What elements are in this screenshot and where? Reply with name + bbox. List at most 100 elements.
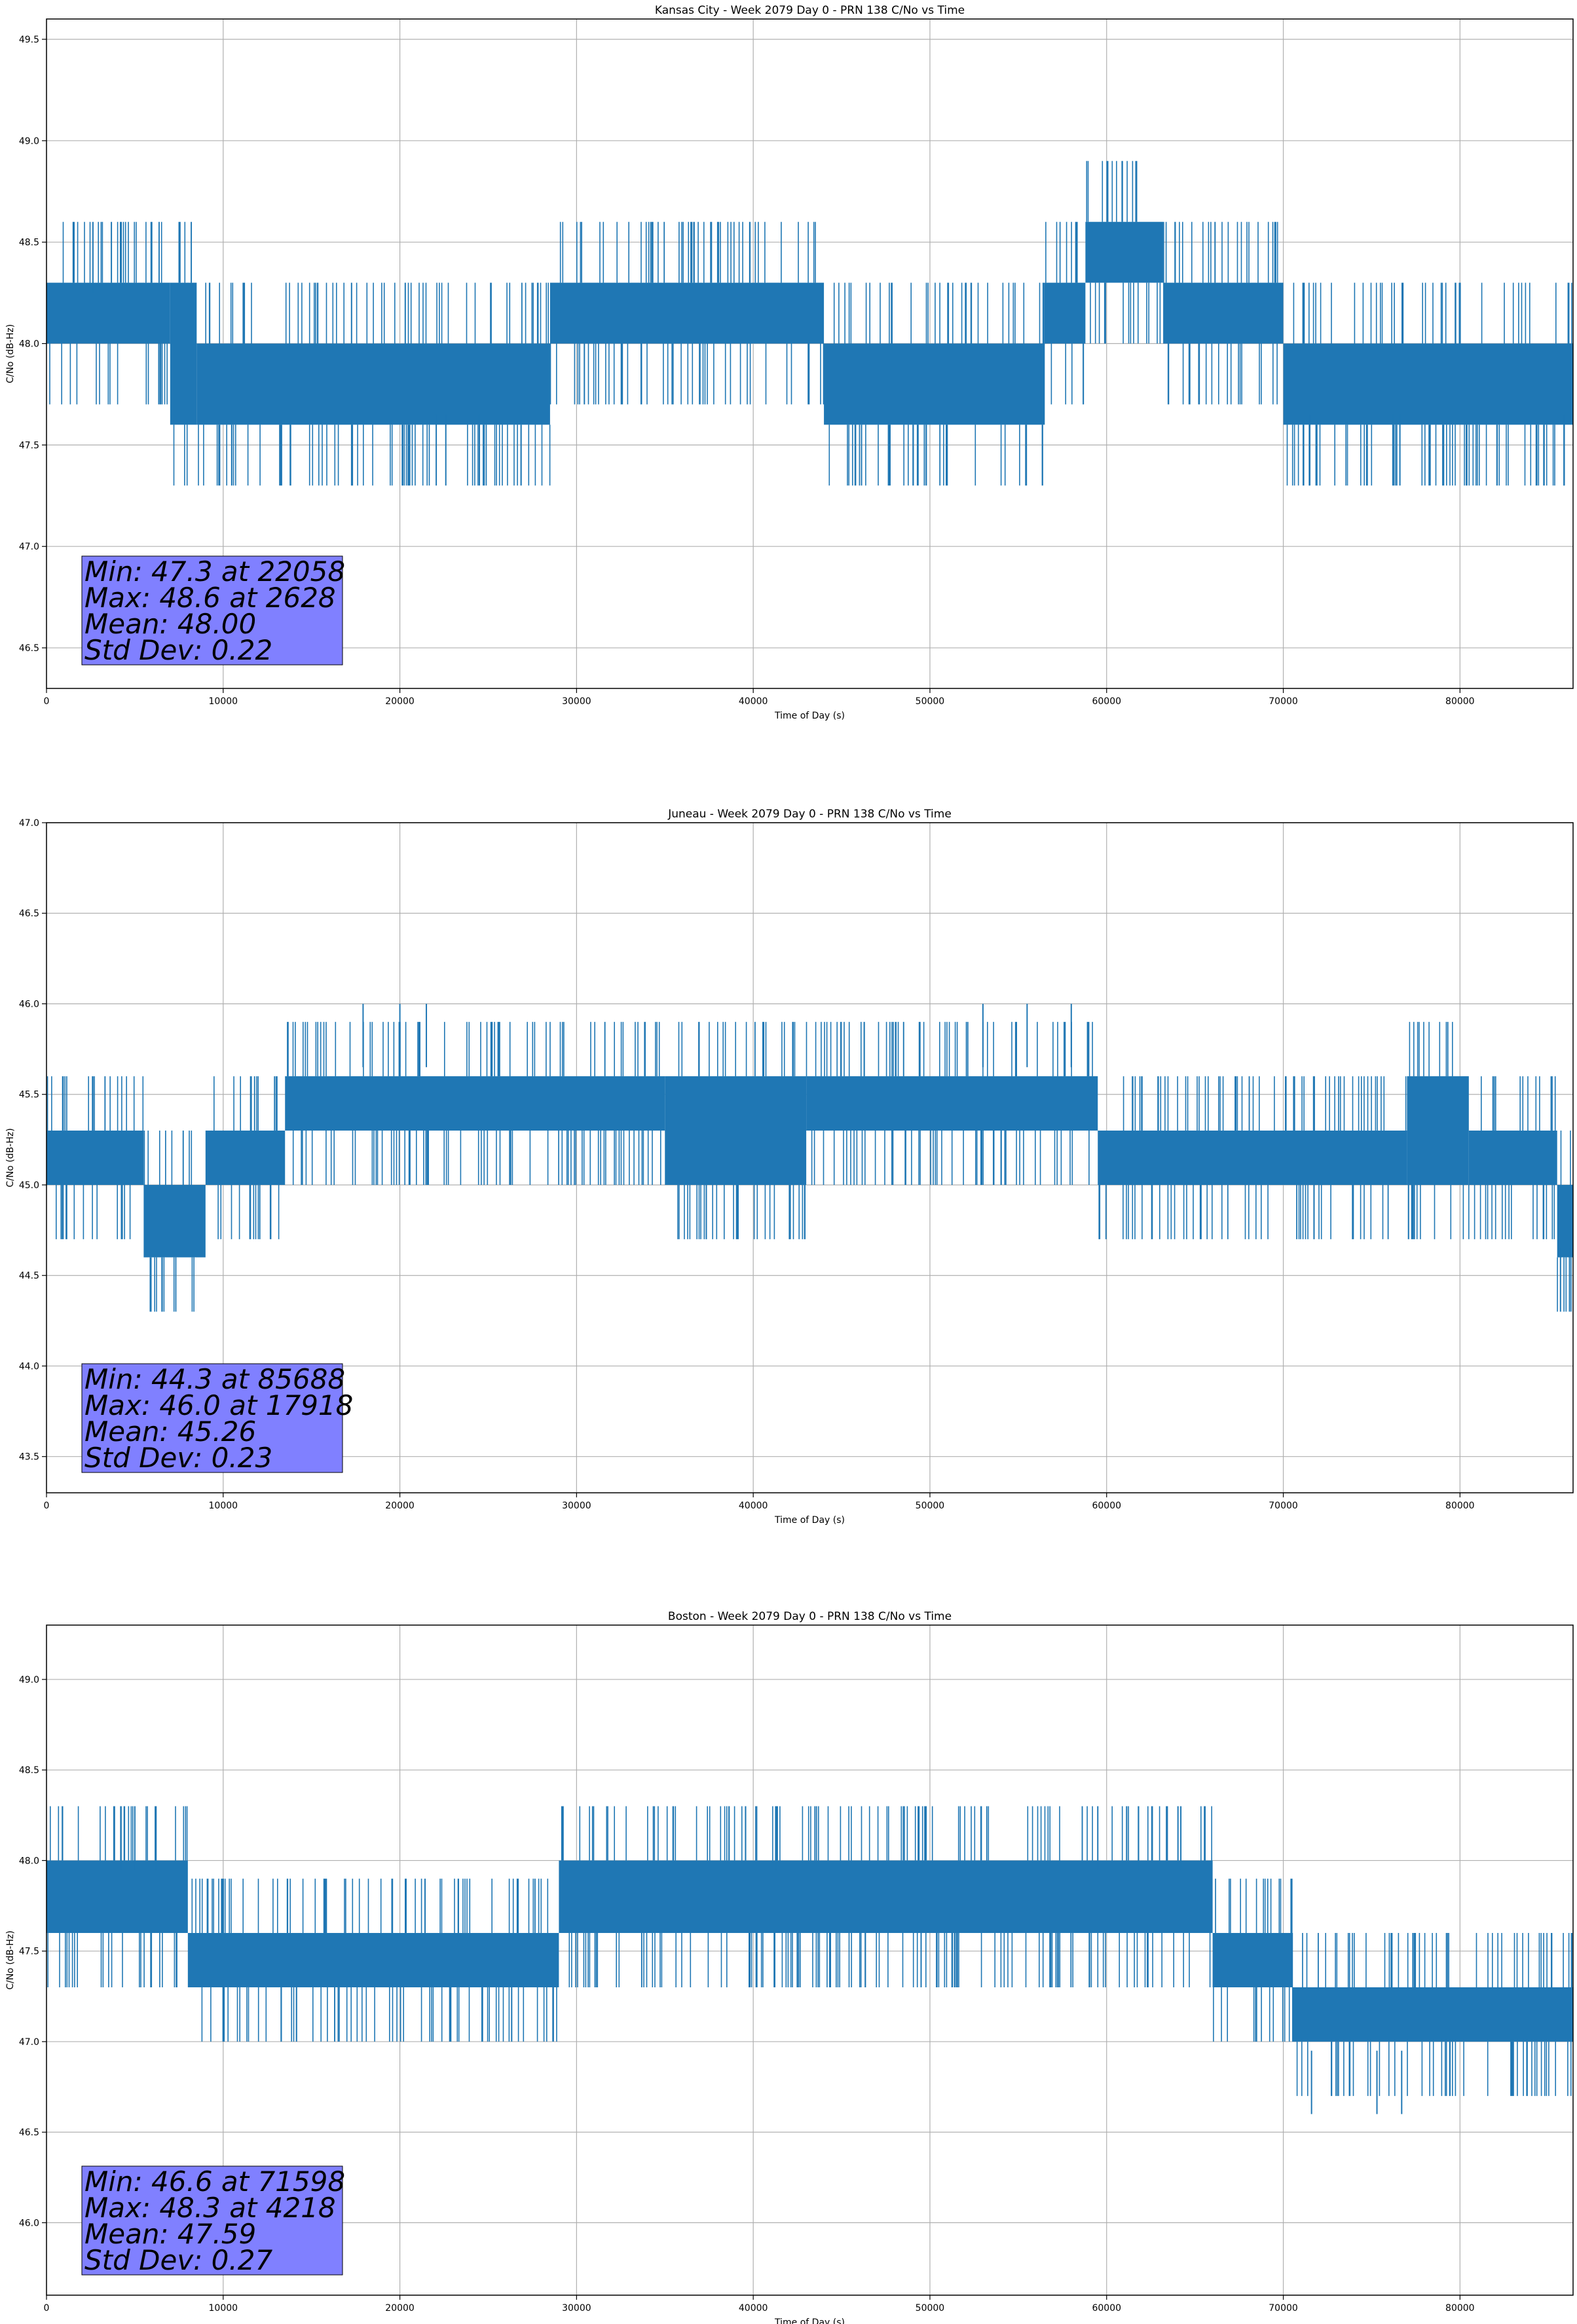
y-tick-label: 46.0 <box>19 999 39 1009</box>
x-axis-label: Time of Day (s) <box>774 2317 845 2324</box>
axes-frame <box>46 18 1574 689</box>
y-tick-label: 45.5 <box>19 1090 39 1100</box>
y-tick-label: 49.5 <box>19 35 39 45</box>
chart-panel: 0 10000 20000 30000 40000 50000 60000 70000 8000… <box>5 808 1574 1526</box>
stats-min-text: Min: 46.6 at 71598 <box>84 2165 345 2198</box>
x-tick-label: 40000 <box>739 1501 768 1511</box>
x-tick-label: 30000 <box>562 1501 591 1511</box>
chart-panel: 0 10000 20000 30000 40000 50000 60000 70000 8000… <box>5 1610 1574 2324</box>
stats-min-text: Min: 47.3 at 22058 <box>84 555 345 588</box>
data-band <box>170 282 197 425</box>
data-band <box>46 1131 144 1185</box>
stats-mean-text: Mean: 45.26 <box>84 1415 256 1448</box>
x-tick-label: 50000 <box>916 2303 945 2314</box>
y-tick-label: 47.5 <box>19 440 39 451</box>
x-axis-label: Time of Day (s) <box>774 1515 845 1526</box>
data-band <box>824 343 1045 425</box>
data-series-line <box>46 160 1573 486</box>
data-band <box>143 1184 206 1258</box>
x-tick-label: 40000 <box>739 696 768 707</box>
data-band <box>46 1860 188 1934</box>
data-band <box>1557 1184 1573 1258</box>
x-tick-label: 30000 <box>562 696 591 707</box>
x-tick-label: 0 <box>44 1501 50 1511</box>
x-tick-label: 40000 <box>739 2303 768 2314</box>
x-tick-label: 10000 <box>209 696 238 707</box>
y-tick-label: 43.5 <box>19 1452 39 1463</box>
x-tick-label: 0 <box>44 2303 50 2314</box>
y-tick-label: 44.5 <box>19 1271 39 1281</box>
x-tick-label: 20000 <box>385 696 415 707</box>
data-band <box>205 1131 286 1185</box>
data-band <box>1407 1076 1469 1185</box>
y-tick-label: 48.0 <box>19 1856 39 1866</box>
data-band <box>1085 221 1164 283</box>
data-band <box>559 1860 1213 1934</box>
data-band <box>1045 282 1086 344</box>
x-axis-label: Time of Day (s) <box>774 711 845 721</box>
x-tick-label: 60000 <box>1092 2303 1121 2314</box>
y-axis-label: C/No (dB-Hz) <box>5 1930 16 1989</box>
axes-frame <box>46 1624 1574 2296</box>
x-tick-label: 50000 <box>916 1501 945 1511</box>
data-band <box>1283 343 1573 425</box>
stats-max-text: Max: 48.3 at 4218 <box>84 2192 336 2224</box>
y-tick-label: 47.0 <box>19 818 39 829</box>
data-band <box>187 1933 559 1987</box>
y-tick-label: 46.5 <box>19 643 39 654</box>
y-tick-label: 48.0 <box>19 339 39 350</box>
y-tick-label: 45.0 <box>19 1180 39 1191</box>
data-band <box>1163 282 1284 344</box>
stats-std-text: Std Dev: 0.23 <box>84 1442 272 1474</box>
y-tick-label: 48.5 <box>19 238 39 248</box>
data-band <box>285 1076 665 1131</box>
y-axis-label: C/No (dB-Hz) <box>5 324 16 383</box>
stats-std-text: Std Dev: 0.27 <box>84 2244 272 2276</box>
chart-title: Kansas City - Week 2079 Day 0 - PRN 138 … <box>655 4 965 17</box>
data-band <box>549 282 825 344</box>
x-tick-label: 20000 <box>385 1501 415 1511</box>
stats-box <box>81 555 343 665</box>
stats-box <box>81 2165 343 2276</box>
axes-frame <box>46 822 1574 1493</box>
x-tick-label: 10000 <box>209 1501 238 1511</box>
data-band <box>665 1076 807 1185</box>
y-tick-label: 49.0 <box>19 1675 39 1685</box>
y-tick-label: 47.0 <box>19 542 39 552</box>
stats-min-text: Min: 44.3 at 85688 <box>84 1363 345 1395</box>
y-tick-label: 44.0 <box>19 1361 39 1372</box>
data-band <box>196 343 550 425</box>
x-tick-label: 0 <box>44 696 50 707</box>
data-band <box>1468 1131 1557 1185</box>
stats-max-text: Max: 46.0 at 17918 <box>84 1389 353 1421</box>
data-spikes <box>47 1806 1573 2096</box>
data-spikes <box>46 1022 1572 1312</box>
stats-mean-text: Mean: 48.00 <box>84 608 256 640</box>
data-band <box>1098 1131 1407 1185</box>
x-tick-label: 80000 <box>1445 2303 1475 2314</box>
chart-title: Juneau - Week 2079 Day 0 - PRN 138 C/No … <box>667 808 952 821</box>
chart-title: Boston - Week 2079 Day 0 - PRN 138 C/No … <box>668 1610 952 1623</box>
y-tick-label: 47.0 <box>19 2037 39 2048</box>
data-band <box>46 282 170 344</box>
x-tick-label: 60000 <box>1092 1501 1121 1511</box>
y-tick-label: 48.5 <box>19 1765 39 1776</box>
data-band <box>806 1076 1098 1131</box>
data-series-line <box>46 1003 1573 1312</box>
y-tick-label: 46.5 <box>19 2127 39 2138</box>
y-axis-label: C/No (dB-Hz) <box>5 1128 16 1187</box>
x-tick-label: 80000 <box>1445 1501 1475 1511</box>
y-tick-label: 49.0 <box>19 136 39 147</box>
chart-panel: 0 10000 20000 30000 40000 50000 60000 70000 8000… <box>5 4 1574 721</box>
y-tick-label: 46.0 <box>19 2218 39 2228</box>
x-tick-label: 70000 <box>1269 1501 1298 1511</box>
x-tick-label: 80000 <box>1445 696 1475 707</box>
stats-max-text: Max: 48.6 at 2628 <box>84 582 336 614</box>
data-series-line <box>46 1806 1573 2114</box>
y-tick-label: 47.5 <box>19 1947 39 1957</box>
x-tick-label: 50000 <box>916 696 945 707</box>
x-tick-label: 20000 <box>385 2303 415 2314</box>
data-band <box>1212 1933 1293 1987</box>
data-band <box>1292 1987 1573 2042</box>
